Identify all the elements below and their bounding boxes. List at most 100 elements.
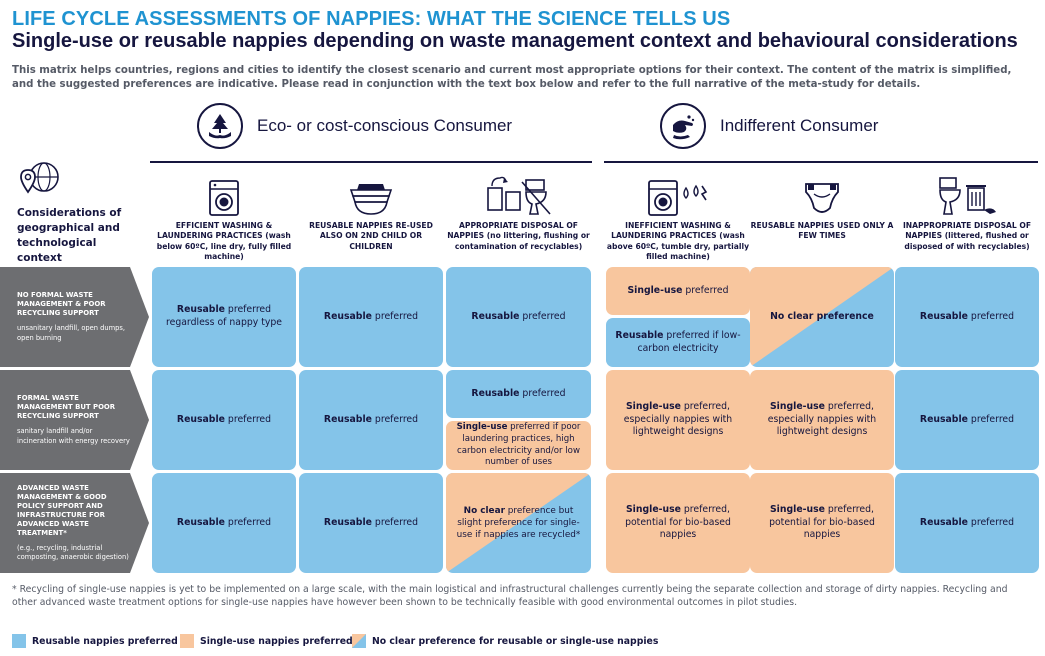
cell-text: preferred [371,413,419,425]
matrix-cell-r2c3-top: Reusable preferred [446,370,591,418]
cell-text: preferred [224,413,272,425]
footnote: * Recycling of single-use nappies is yet… [12,584,1008,608]
intro-text: This matrix helps countries, regions and… [12,65,1012,90]
cell-text: preferred [682,284,729,296]
row-header-advanced: ADVANCED WASTE MANAGEMENT & GOOD POLICY … [0,473,149,573]
cell-text: preferred, especially nappies with light… [767,401,877,438]
page-title: LIFE CYCLE ASSESSMENTS OF NAPPIES: WHAT … [12,8,731,30]
row-subtitle: (e.g., recycling, industrial composting,… [17,543,129,561]
considerations-label: Considerations of geographical and techn… [17,207,122,264]
matrix-cell-r3c5: Single-use preferred, potential for bio-… [750,473,894,573]
matrix-cell-r3c6: Reusable preferred [895,473,1039,573]
cell-text: preferred [967,310,1015,322]
row-header-formal-poor: FORMAL WASTE MANAGEMENT BUT POOR RECYCLI… [0,370,149,470]
cell-text: preferred if low-carbon electricity [637,329,741,354]
legend-swatch [12,634,26,648]
matrix-cell-r2c1: Reusable preferred [152,370,296,470]
legend-label: Reusable nappies preferred [32,635,178,647]
matrix-cell-r3c4: Single-use preferred, potential for bio-… [606,473,750,573]
column-header-inefficient-washing: INEFFICIENT WASHING & LAUNDERING PRACTIC… [606,221,750,262]
toilet-bin-icon [895,170,1039,218]
cell-text: preferred [967,516,1015,528]
hands-washing-icon [660,103,706,149]
matrix-cell-r3c3: No clear preference but slight preferenc… [446,473,591,573]
nappy-stack-icon [299,170,443,218]
column-header-reused-multiple: REUSABLE NAPPIES RE-USED ALSO ON 2ND CHI… [309,221,433,251]
row-title: ADVANCED WASTE MANAGEMENT & GOOD POLICY … [17,483,107,537]
cell-emphasis: Single-use [769,401,825,413]
matrix-cell-r2c5: Single-use preferred, especially nappies… [750,370,894,470]
group-eco-header: Eco- or cost-conscious Consumer [197,100,512,152]
row-subtitle: sanitary landfill and/or incineration wi… [17,427,130,445]
row-title: FORMAL WASTE MANAGEMENT BUT POOR RECYCLI… [17,394,116,421]
cell-text: preferred, potential for bio-based nappi… [625,504,731,541]
cell-emphasis: Reusable [176,304,225,316]
column-header-inappropriate-disposal: INAPPROPRIATE DISPOSAL OF NAPPIES (litte… [902,221,1032,251]
column-header-appropriate-disposal: APPROPRIATE DISPOSAL OF NAPPIES (no litt… [447,221,590,251]
cell-emphasis: Reusable [919,516,968,528]
bins-toilet-icon [446,170,591,218]
matrix-cell-r2c3-bottom: Single-use preferred if poor laundering … [446,421,591,470]
legend-label: No clear preference for reusable or sing… [372,635,659,647]
cell-emphasis: Reusable [323,516,372,528]
cell-emphasis: Single-use [769,504,825,516]
cell-text: preferred [371,310,419,322]
cell-emphasis: Reusable [176,516,225,528]
legend-item-no-preference: No clear preference for reusable or sing… [352,634,658,648]
cell-text: preferred, especially nappies with light… [623,401,733,438]
matrix-cell-r1c4-top: Single-use preferred [606,267,750,315]
group-indifferent-rule [604,161,1038,163]
cell-emphasis: Reusable [471,310,520,322]
cell-emphasis: Single-use [625,401,681,413]
nappy-icon [750,170,894,218]
matrix-cell-r1c5: No clear preference [750,267,894,367]
group-indifferent-label: Indifferent Consumer [720,116,879,135]
legend-item-single-use: Single-use nappies preferred [180,634,353,648]
cell-text: preferred if poor laundering practices, … [457,422,581,468]
cell-emphasis: Single-use [456,422,508,433]
matrix-cell-r1c6: Reusable preferred [895,267,1039,367]
group-eco-rule [150,161,592,163]
row-subtitle: unsanitary landfill, open dumps, open bu… [17,324,125,342]
hands-tree-icon [197,103,243,149]
cell-emphasis: Reusable [471,387,520,399]
legend-swatch [352,634,366,648]
washing-machine-icon [152,170,296,218]
cell-text: preferred, potential for bio-based nappi… [769,504,875,541]
cell-emphasis: Reusable [323,413,372,425]
washing-machine-flame-icon [606,170,750,218]
cell-text: preferred [519,387,566,399]
group-eco-label: Eco- or cost-conscious Consumer [257,116,513,135]
cell-emphasis: Reusable [919,413,968,425]
cell-emphasis: No clear preference [770,310,874,322]
cell-text: preferred regardless of nappy type [166,304,282,328]
group-indifferent-header: Indifferent Consumer [660,100,878,152]
matrix-cell-r3c1: Reusable preferred [152,473,296,573]
matrix-cell-r1c1: Reusable preferred regardless of nappy t… [152,267,296,367]
cell-emphasis: Reusable [323,310,372,322]
globe-pin-icon [17,160,63,200]
row-title: NO FORMAL WASTE MANAGEMENT & POOR RECYCL… [17,291,106,318]
cell-emphasis: Single-use [625,504,681,516]
legend-label: Single-use nappies preferred [200,635,353,647]
row-header-no-formal: NO FORMAL WASTE MANAGEMENT & POOR RECYCL… [0,267,149,367]
cell-text: preferred [224,516,272,528]
legend-item-reusable: Reusable nappies preferred [12,634,178,648]
matrix-cell-r2c6: Reusable preferred [895,370,1039,470]
cell-emphasis: No clear [463,506,505,516]
matrix-cell-r1c2: Reusable preferred [299,267,443,367]
cell-text: preferred [519,310,566,322]
cell-text: preference but slight preference for sin… [456,506,581,540]
cell-emphasis: Reusable [176,413,225,425]
matrix-cell-r1c3: Reusable preferred [446,267,591,367]
cell-text: preferred [371,516,419,528]
matrix-cell-r2c2: Reusable preferred [299,370,443,470]
cell-emphasis: Reusable [615,329,664,341]
cell-emphasis: Single-use [627,284,683,296]
matrix-cell-r3c2: Reusable preferred [299,473,443,573]
column-header-efficient-washing: EFFICIENT WASHING & LAUNDERING PRACTICES… [156,221,292,262]
cell-emphasis: Reusable [919,310,968,322]
page-subtitle: Single-use or reusable nappies depending… [12,30,1018,52]
cell-text: preferred [967,413,1015,425]
legend-swatch [180,634,194,648]
